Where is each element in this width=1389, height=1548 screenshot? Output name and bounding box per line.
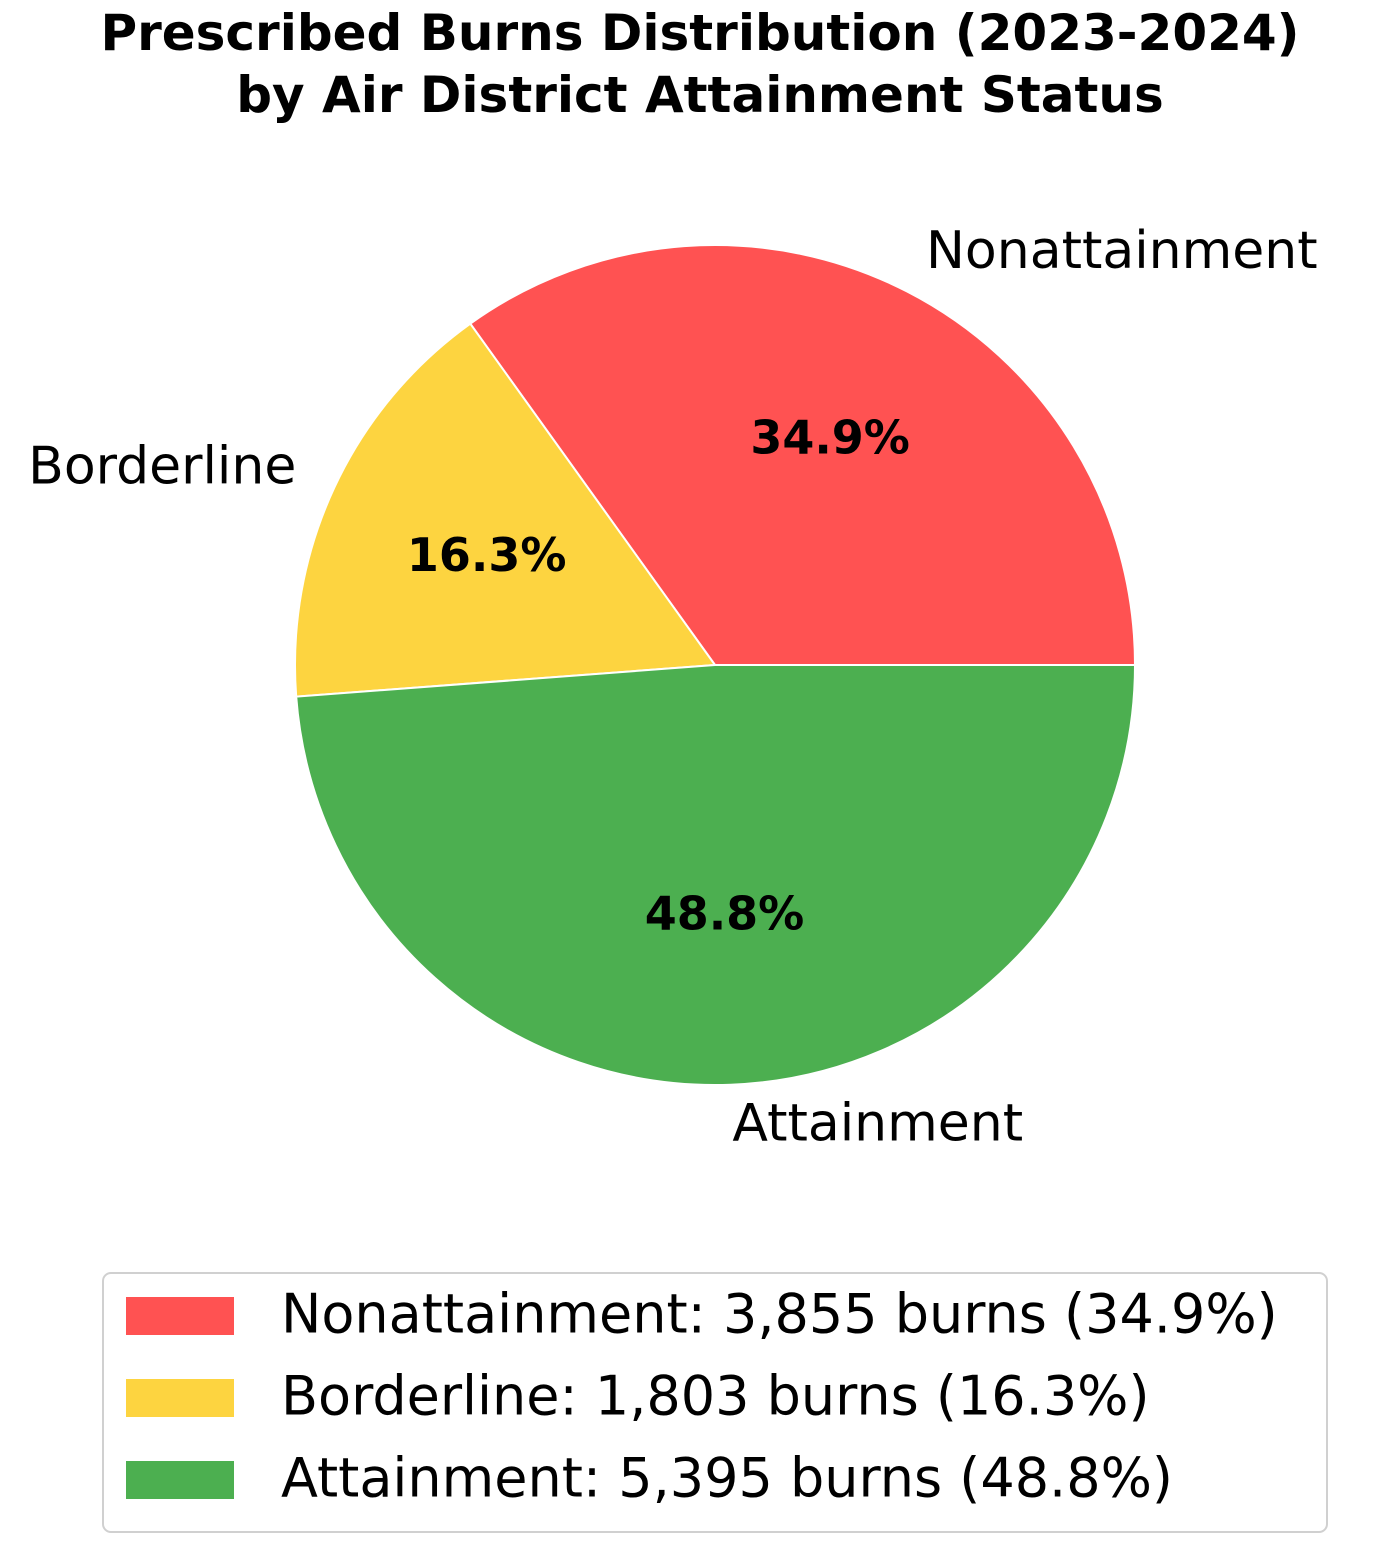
legend: Nonattainment: 3,855 burns (34.9%) Border… — [126, 1283, 1278, 1510]
legend-label: Nonattainment: 3,855 burns (34.9%) — [281, 1283, 1278, 1346]
value-label: 34.9% — [750, 410, 910, 464]
pie-slice — [295, 664, 1137, 1087]
value-label: 48.8% — [645, 886, 805, 940]
chart-title: Prescribed Burns Distribution (2023-2024… — [100, 4, 1299, 124]
legend-label: Attainment: 5,395 burns (48.8%) — [281, 1447, 1173, 1510]
legend-swatch — [126, 1461, 234, 1499]
slice-label: Attainment — [732, 1094, 1023, 1154]
pie-slice — [468, 244, 1137, 666]
slice-label: Borderline — [28, 437, 296, 497]
legend-swatch — [126, 1379, 234, 1417]
value-label: 16.3% — [407, 528, 567, 582]
pie: Nonattainment 34.9% Borderline 16.3% Attainm… — [28, 221, 1317, 1154]
chart-title-group: Prescribed Burns Distribution (2023-2024… — [100, 4, 1299, 124]
legend-box — [102, 1272, 1328, 1533]
pie-slice — [294, 322, 717, 698]
legend-label: Borderline: 1,803 burns (16.3%) — [281, 1365, 1150, 1428]
slice-label: Nonattainment — [926, 221, 1318, 281]
legend-swatch — [126, 1297, 234, 1335]
